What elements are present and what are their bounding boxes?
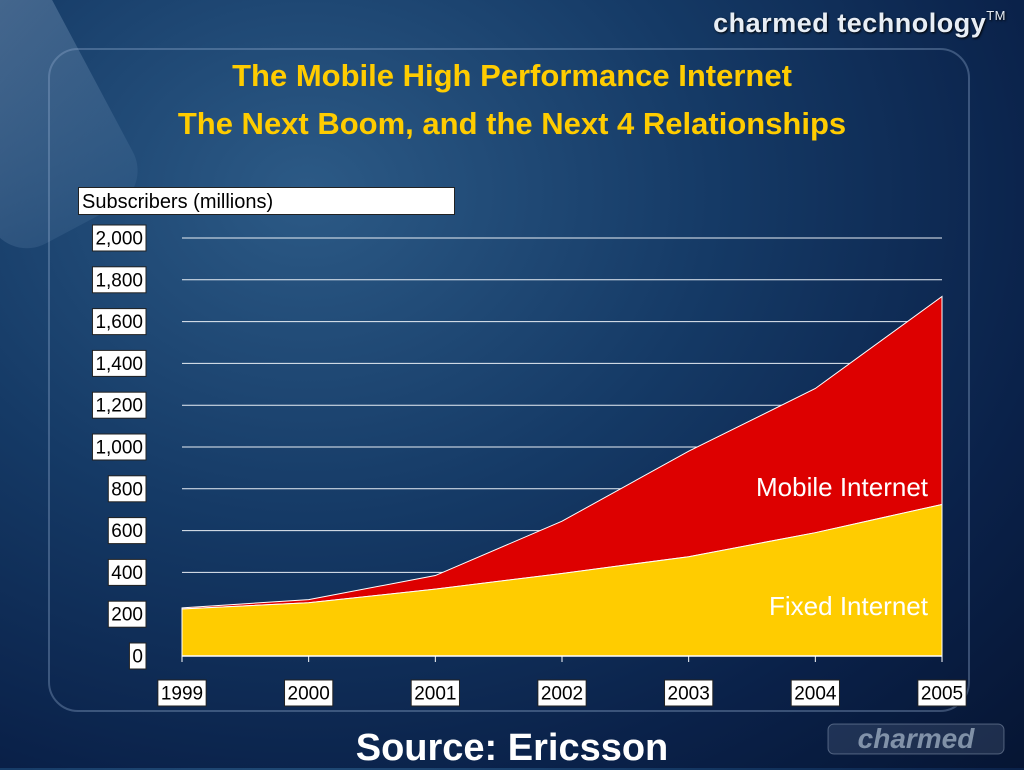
x-tick-label: 2005: [921, 684, 963, 705]
y-tick-label: 600: [111, 521, 143, 542]
y-tick-label-box: [107, 558, 147, 586]
slide-title: The Mobile High Performance Internet: [232, 58, 792, 93]
source-caption: Source: Ericsson: [355, 727, 669, 769]
y-tick-label-box: [107, 600, 147, 628]
y-tick-label-box: [128, 642, 147, 670]
y-tick-label-box: [91, 266, 147, 294]
x-tick-label-box: [284, 679, 334, 707]
x-tick-label: 2001: [414, 684, 456, 705]
series-label-fixed-internet: Fixed Internet: [769, 591, 929, 621]
y-tick-label: 400: [111, 563, 143, 584]
y-tick-label-box: [91, 224, 147, 252]
x-tick-label-box: [410, 679, 460, 707]
x-tick-label: 1999: [161, 684, 203, 705]
y-tick-label-box: [91, 308, 147, 336]
y-tick-label-box: [107, 475, 147, 503]
x-tick-label-box: [917, 679, 967, 707]
x-tick-label-box: [537, 679, 587, 707]
y-tick-label-box: [91, 391, 147, 419]
x-tick-label-box: [664, 679, 714, 707]
x-tick-label: 2003: [668, 684, 710, 705]
slide-frame: [48, 48, 970, 712]
y-tick-label: 1,000: [95, 438, 143, 459]
y-axis-label: Subscribers (millions): [78, 187, 455, 215]
x-tick-label-box: [157, 679, 207, 707]
x-tick-label: 2002: [541, 684, 583, 705]
slide-subtitle: The Next Boom, and the Next 4 Relationsh…: [177, 106, 847, 141]
x-tick-label: 2004: [794, 684, 837, 705]
y-tick-label: 1,400: [95, 354, 143, 375]
y-tick-label: 200: [111, 605, 143, 626]
y-tick-label: 800: [111, 479, 143, 500]
series-label-mobile-internet: Mobile Internet: [756, 472, 929, 502]
charmed-logo: charmed: [827, 723, 1005, 755]
y-tick-label: 0: [132, 647, 143, 668]
x-tick-label: 2000: [288, 684, 330, 705]
y-tick-label: 1,600: [95, 312, 143, 333]
y-tick-label-box: [91, 349, 147, 377]
brand-wordmark: charmed technologyTM: [713, 8, 1006, 38]
y-tick-label: 1,800: [95, 270, 143, 291]
svg-text:charmed: charmed: [858, 723, 976, 754]
y-tick-label-box: [91, 433, 147, 461]
y-tick-label: 2,000: [95, 229, 143, 250]
y-tick-label: 1,200: [95, 396, 143, 417]
x-tick-label-box: [790, 679, 840, 707]
y-tick-label-box: [107, 517, 147, 545]
